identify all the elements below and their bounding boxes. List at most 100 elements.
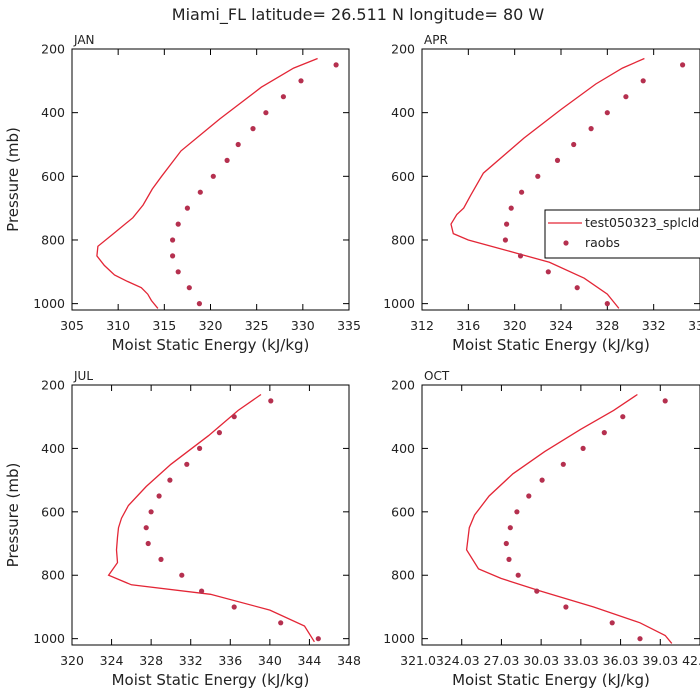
raobs-point bbox=[515, 572, 521, 578]
x-tick-label: 315 bbox=[152, 318, 176, 333]
raobs-point bbox=[574, 285, 580, 291]
y-tick-label: 400 bbox=[41, 105, 65, 120]
x-tick-label: 324 bbox=[100, 653, 124, 668]
model-profile-line bbox=[450, 57, 645, 309]
x-axis-label: Moist Static Energy (kJ/kg) bbox=[112, 336, 310, 354]
x-tick-label: 316 bbox=[456, 318, 480, 333]
plot-frame bbox=[421, 384, 700, 646]
y-tick-label: 200 bbox=[41, 378, 65, 393]
x-tick-label: 330 bbox=[291, 318, 315, 333]
raobs-point bbox=[197, 445, 203, 451]
x-tick-label: 320 bbox=[60, 653, 84, 668]
raobs-point bbox=[156, 493, 162, 499]
y-tick-label: 200 bbox=[391, 42, 415, 57]
y-axis-label: Pressure (mb) bbox=[4, 127, 22, 232]
y-tick-label: 1000 bbox=[383, 631, 415, 646]
raobs-point bbox=[210, 173, 216, 179]
raobs-point bbox=[167, 477, 173, 483]
legend-marker-swatch bbox=[563, 240, 569, 246]
raobs-point bbox=[298, 78, 304, 84]
raobs-point bbox=[216, 430, 222, 436]
raobs-point bbox=[250, 126, 256, 132]
y-tick-label: 800 bbox=[391, 568, 415, 583]
raobs-point bbox=[507, 525, 513, 531]
x-tick-label: 336 bbox=[218, 653, 242, 668]
x-tick-label: 335 bbox=[337, 318, 361, 333]
plot-frame bbox=[71, 384, 350, 646]
legend-label-raobs: raobs bbox=[585, 235, 620, 250]
y-tick-label: 200 bbox=[41, 42, 65, 57]
x-tick-label: 328 bbox=[139, 653, 163, 668]
x-tick-label: 321.03 bbox=[400, 653, 444, 668]
y-tick-label: 400 bbox=[391, 105, 415, 120]
raobs-point bbox=[604, 301, 610, 307]
raobs-point bbox=[571, 141, 577, 148]
raobs-point bbox=[145, 540, 151, 547]
plot-area bbox=[96, 57, 339, 309]
panel-apr: 312 316 320 324 328 332 336 200 400 600 800 1000 APR… bbox=[383, 33, 700, 354]
plot-area bbox=[107, 393, 321, 643]
legend-box bbox=[544, 209, 700, 259]
raobs-point bbox=[231, 414, 237, 420]
raobs-point bbox=[609, 620, 615, 626]
panel-label: APR bbox=[424, 33, 448, 47]
raobs-point bbox=[333, 62, 339, 68]
raobs-point bbox=[148, 509, 154, 515]
y-tick-label: 1000 bbox=[33, 296, 65, 311]
y-tick-label: 600 bbox=[391, 504, 415, 519]
x-tick-label: 42.03 bbox=[682, 653, 700, 668]
panel-label: JAN bbox=[73, 33, 95, 47]
raobs-point bbox=[604, 110, 610, 116]
model-profile-line bbox=[107, 393, 315, 643]
y-tick-label: 1000 bbox=[33, 631, 65, 646]
raobs-point bbox=[184, 461, 190, 467]
model-profile-line bbox=[96, 57, 318, 309]
x-tick-label: 320 bbox=[503, 318, 527, 333]
raobs-point bbox=[545, 269, 551, 275]
x-tick-label: 320 bbox=[199, 318, 223, 333]
legend-label-model: test050323_splcld bbox=[585, 215, 699, 230]
raobs-point bbox=[640, 78, 646, 84]
x-tick-label: 324 bbox=[549, 318, 573, 333]
panel-jan: 305 310 315 320 325 330 335 200 400 600 800 1000 JAN… bbox=[4, 33, 361, 354]
raobs-point bbox=[280, 94, 286, 100]
x-axis-label: Moist Static Energy (kJ/kg) bbox=[452, 671, 650, 689]
x-tick-label: 328 bbox=[595, 318, 619, 333]
x-tick-label: 332 bbox=[642, 318, 666, 333]
plot-area bbox=[465, 393, 673, 644]
raobs-point bbox=[143, 525, 149, 531]
panel-label: JUL bbox=[73, 369, 93, 383]
raobs-point bbox=[170, 237, 176, 243]
x-tick-label: 310 bbox=[106, 318, 130, 333]
x-tick-label: 27.03 bbox=[484, 653, 520, 668]
raobs-point bbox=[563, 604, 569, 610]
raobs-point bbox=[580, 445, 586, 451]
panel-jul: 320 324 328 332 336 340 344 348 200 400 600 800 1000… bbox=[4, 369, 361, 689]
y-tick-label: 600 bbox=[41, 169, 65, 184]
raobs-point bbox=[502, 237, 508, 243]
raobs-point bbox=[588, 126, 594, 132]
y-tick-label: 800 bbox=[391, 232, 415, 247]
raobs-point bbox=[637, 636, 643, 642]
x-tick-label: 33.03 bbox=[563, 653, 599, 668]
raobs-point bbox=[278, 620, 284, 626]
raobs-point bbox=[662, 398, 668, 404]
raobs-point bbox=[199, 588, 205, 594]
raobs-point bbox=[506, 556, 512, 563]
raobs-point bbox=[315, 636, 321, 642]
raobs-point bbox=[197, 189, 203, 195]
plot-area bbox=[450, 57, 686, 309]
plot-frame bbox=[71, 48, 350, 311]
x-tick-label: 325 bbox=[245, 318, 269, 333]
raobs-point bbox=[196, 301, 202, 307]
x-tick-label: 332 bbox=[179, 653, 203, 668]
figure-title: Miami_FL latitude= 26.511 N longitude= 8… bbox=[172, 5, 545, 25]
y-tick-label: 400 bbox=[41, 441, 65, 456]
x-tick-label: 340 bbox=[258, 653, 282, 668]
raobs-point bbox=[235, 141, 241, 148]
y-tick-label: 800 bbox=[41, 568, 65, 583]
x-tick-label: 344 bbox=[297, 653, 321, 668]
y-tick-label: 600 bbox=[391, 169, 415, 184]
